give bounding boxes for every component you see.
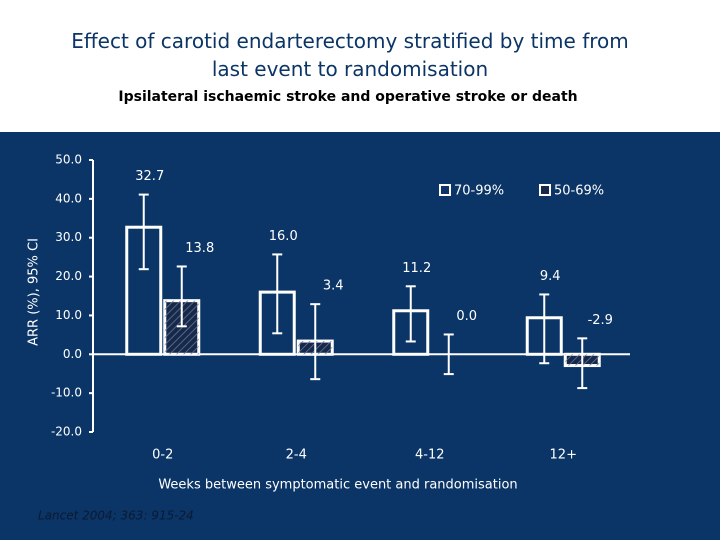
data-label: 3.4 (323, 279, 344, 294)
x-tick-label: 0-2 (152, 448, 173, 463)
chart-subtitle: Ipsilateral ischaemic stroke and operati… (118, 89, 577, 105)
data-label: 11.2 (402, 261, 431, 276)
x-tick-label: 4-12 (415, 448, 445, 463)
legend-label: 50-69% (554, 184, 604, 199)
data-label: 0.0 (456, 309, 477, 324)
y-tick-label: -10.0 (51, 386, 82, 400)
y-tick-label: 20.0 (55, 269, 82, 283)
y-tick-label: 50.0 (55, 153, 82, 167)
data-label: 9.4 (540, 269, 561, 284)
x-tick-label: 2-4 (286, 448, 307, 463)
x-axis-title: Weeks between symptomatic event and rand… (158, 478, 517, 493)
y-tick-label: 30.0 (55, 230, 82, 244)
legend-swatch (539, 184, 551, 196)
data-label: 32.7 (135, 169, 164, 184)
chart-title: Effect of carotid endarterectomy stratif… (71, 29, 628, 81)
y-tick-label: 10.0 (55, 308, 82, 322)
data-label: 13.8 (185, 241, 214, 256)
x-tick-label: 12+ (550, 448, 577, 463)
legend-swatch (439, 184, 451, 196)
legend-label: 70-99% (454, 184, 504, 199)
y-axis-title: ARR (%), 95% CI (27, 238, 42, 346)
data-label: 16.0 (269, 229, 298, 244)
slide-panel (0, 132, 720, 540)
source-note: Lancet 2004; 363: 915-24 (38, 509, 194, 523)
data-label: -2.9 (588, 313, 613, 328)
y-tick-label: -20.0 (51, 425, 82, 439)
y-tick-label: 40.0 (55, 191, 82, 205)
y-tick-label: 0.0 (63, 347, 82, 361)
